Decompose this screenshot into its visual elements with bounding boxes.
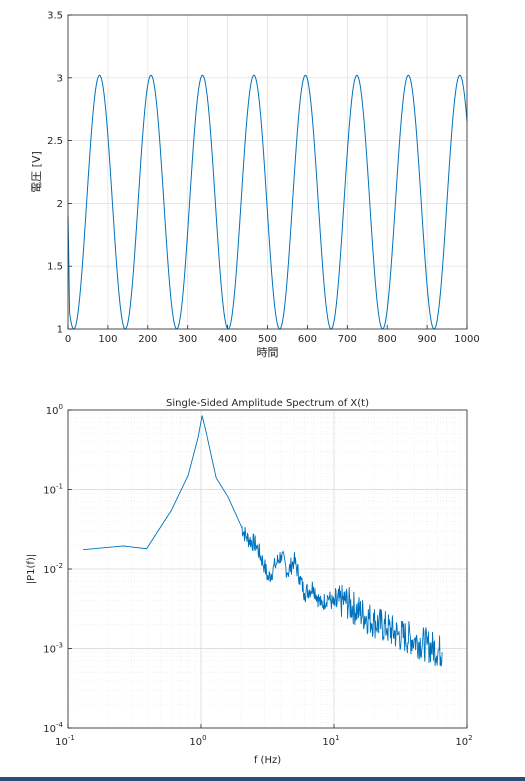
voltage-time-chart: 0 100 200 300 400 500 600 700 800 900 1000 1 1.5 2 2.5… [30, 11, 480, 360]
x-tick-label: 400 [218, 334, 237, 345]
x-tick-label: 1000 [454, 334, 479, 345]
voltage-chart-ticks: 0 100 200 300 400 500 600 700 800 900 1000 1 1.5 2 2.5… [47, 11, 480, 346]
x-tick-label: 600 [298, 334, 317, 345]
spectrum-series [83, 415, 443, 667]
x-tick-exponent: 2 [468, 734, 472, 742]
x-tick-label: 0 [65, 334, 71, 345]
y-tick-exponent: -4 [56, 721, 64, 729]
x-tick-label: 101 [322, 734, 339, 748]
x-tick-base: 10 [322, 737, 335, 748]
x-tick-label: 700 [338, 334, 357, 345]
window-bottom-border [0, 777, 525, 781]
y-tick-label: 10-3 [43, 642, 63, 656]
y-tick-base: 10 [43, 565, 56, 576]
y-tick-label: 1.5 [47, 262, 63, 273]
voltage-chart-y-label: 電圧 [V] [30, 151, 43, 193]
y-tick-exponent: -1 [56, 483, 63, 491]
x-tick-exponent: -1 [68, 734, 75, 742]
voltage-line [67, 74, 468, 330]
x-tick-label: 900 [418, 334, 437, 345]
voltage-series [67, 74, 468, 330]
y-tick-label: 1 [57, 325, 63, 336]
y-tick-label: 2.5 [47, 136, 63, 147]
x-tick-base: 10 [55, 737, 68, 748]
x-tick-label: 100 [189, 734, 206, 748]
y-tick-base: 10 [43, 724, 56, 735]
y-tick-label: 10-4 [43, 721, 63, 735]
y-tick-label: 3.5 [47, 11, 63, 22]
x-tick-label: 100 [98, 334, 117, 345]
spectrum-chart-axes-box [67, 409, 468, 729]
spectrum-chart-y-label: |P1(f)| [26, 554, 37, 584]
y-tick-base: 10 [46, 406, 59, 417]
y-tick-label: 3 [57, 73, 63, 84]
spectrum-chart-x-label: f (Hz) [254, 755, 281, 766]
y-tick-base: 10 [43, 486, 56, 497]
x-tick-base: 10 [189, 737, 202, 748]
x-tick-exponent: 0 [202, 734, 206, 742]
x-tick-label: 300 [178, 334, 197, 345]
y-tick-base: 10 [43, 645, 56, 656]
voltage-chart-axes-box [67, 14, 468, 330]
x-tick-exponent: 1 [335, 734, 339, 742]
y-tick-label: 10-2 [43, 562, 63, 576]
x-tick-label: 500 [258, 334, 277, 345]
spectrum-line [83, 415, 443, 667]
x-tick-label: 200 [138, 334, 157, 345]
x-tick-label: 10-1 [55, 734, 75, 748]
y-tick-label: 100 [46, 403, 63, 417]
y-tick-exponent: -2 [56, 562, 63, 570]
spectrum-chart-title: Single-Sided Amplitude Spectrum of X(t) [166, 398, 369, 409]
x-tick-label: 102 [455, 734, 472, 748]
y-tick-exponent: -3 [56, 642, 63, 650]
y-tick-label: 2 [57, 199, 63, 210]
x-tick-label: 800 [378, 334, 397, 345]
y-tick-exponent: 0 [59, 403, 63, 411]
voltage-chart-x-label: 時間 [257, 346, 279, 359]
x-tick-base: 10 [455, 737, 468, 748]
y-tick-label: 10-1 [43, 483, 63, 497]
